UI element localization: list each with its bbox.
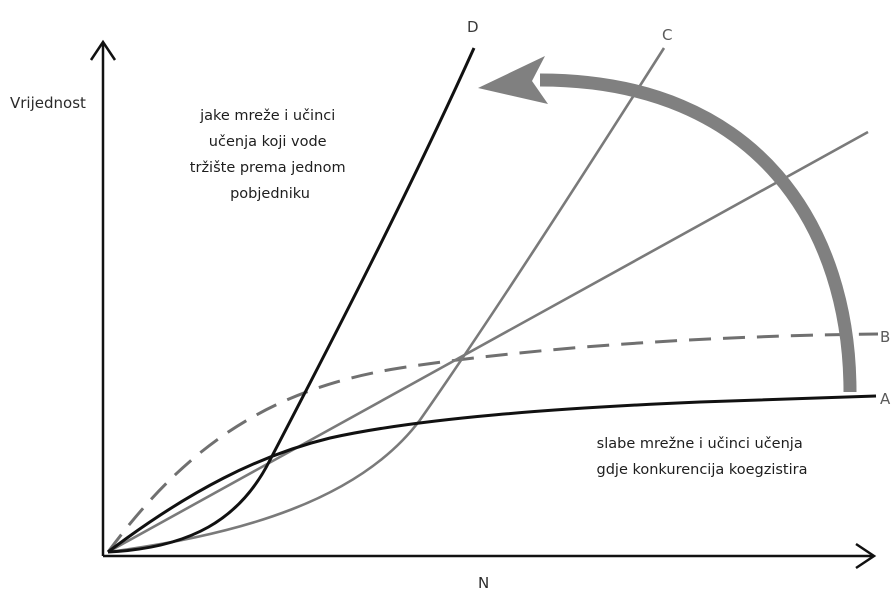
curve-a xyxy=(107,394,877,554)
top-annotation-line: tržište prema jednom xyxy=(190,160,346,176)
top-annotation-line: učenja koji vode xyxy=(209,134,327,150)
top-annotation-line: jake mreže i učinci xyxy=(199,108,335,124)
x-axis-label: N xyxy=(478,574,489,592)
top-annotation: jake mreže i učinci učenja koji vode trž… xyxy=(190,108,350,202)
curve-label-b: B xyxy=(880,328,890,346)
rotation-arrow xyxy=(539,73,857,393)
bottom-annotation-line: gdje konkurencija koegzistira xyxy=(597,462,808,478)
curve-linear xyxy=(107,130,869,554)
curve-b xyxy=(106,332,879,553)
curve-label-c: C xyxy=(662,26,672,44)
y-axis-arrowhead-icon xyxy=(89,39,117,61)
curve-label-a: A xyxy=(880,390,891,408)
bottom-annotation-line: slabe mrežne i učinci učenja xyxy=(597,436,803,452)
rotation-arrowhead-icon xyxy=(478,56,548,104)
curve-c xyxy=(107,47,666,554)
curve-d xyxy=(107,47,476,554)
x-axis-arrowhead-icon xyxy=(855,542,877,570)
bottom-annotation: slabe mrežne i učinci učenja gdje konkur… xyxy=(597,436,808,478)
y-axis-label: Vrijednost xyxy=(10,94,86,112)
curve-label-d: D xyxy=(467,18,479,36)
top-annotation-line: pobjedniku xyxy=(230,186,310,202)
